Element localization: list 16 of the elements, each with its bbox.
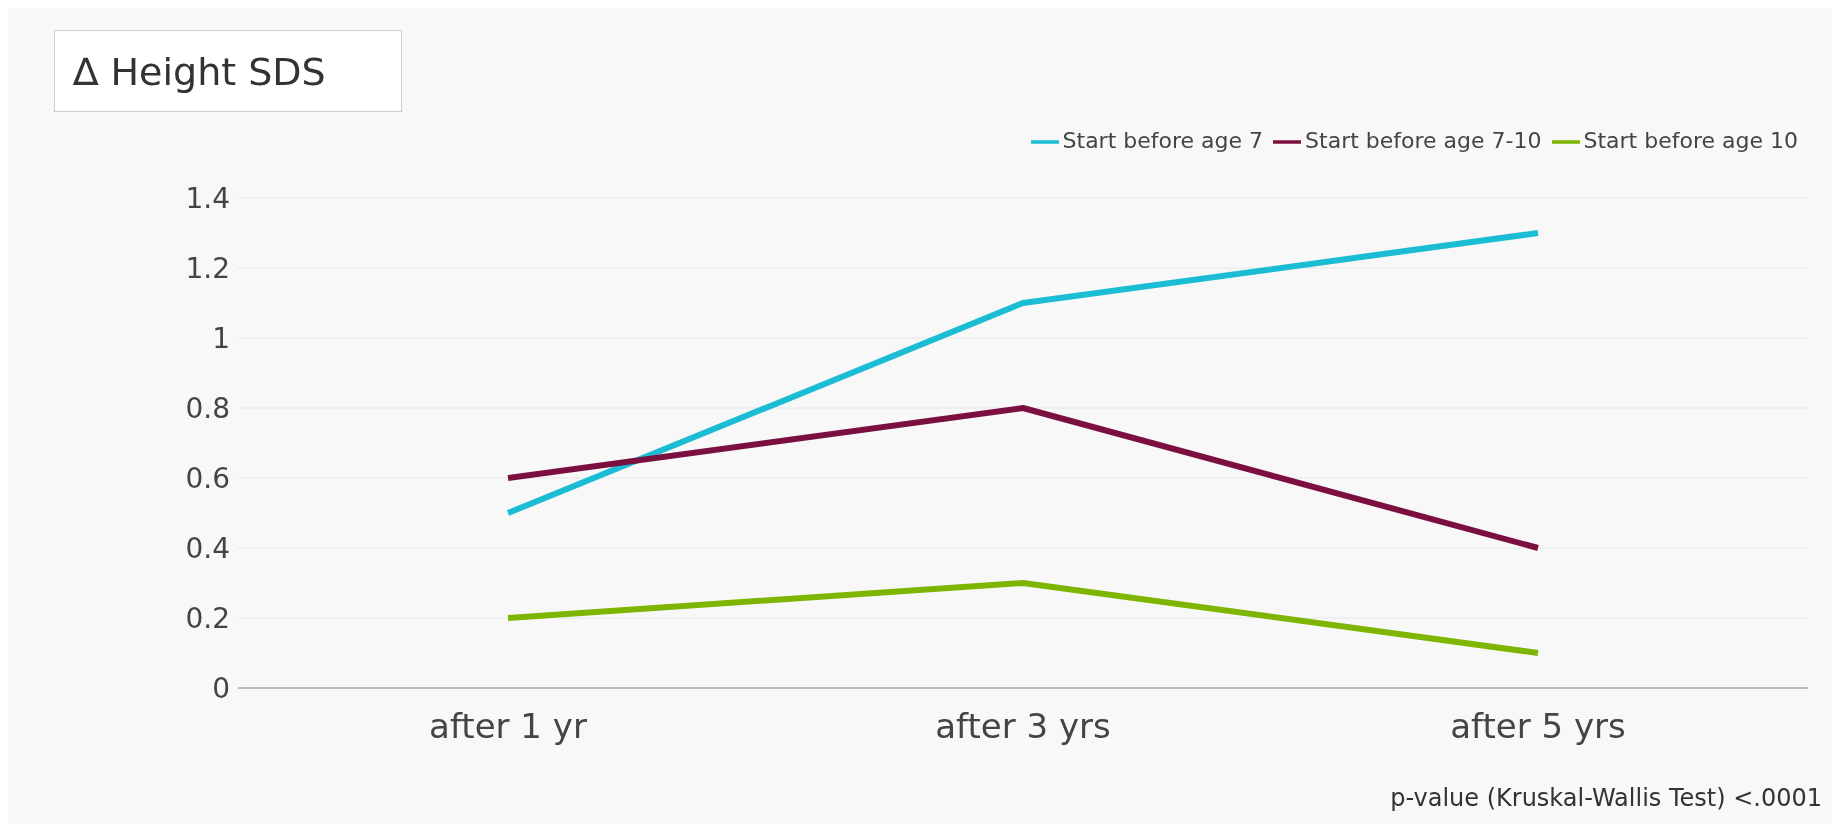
y-tick-label: 1 bbox=[212, 321, 230, 355]
x-tick-label: after 5 yrs bbox=[1450, 706, 1626, 747]
legend-label: Start before age 10 bbox=[1583, 128, 1798, 153]
y-tick-label: 0.4 bbox=[185, 531, 230, 565]
x-tick-label: after 1 yr bbox=[429, 706, 587, 747]
legend-label: Start before age 7 bbox=[1062, 128, 1264, 153]
y-tick-label: 0.2 bbox=[185, 601, 230, 635]
y-tick-label: 0 bbox=[212, 671, 230, 705]
y-tick-label: 0.8 bbox=[185, 391, 230, 425]
x-tick-label: after 3 yrs bbox=[935, 706, 1111, 747]
text: p-value (Kruskal-Wallis Test) <.0001 bbox=[1390, 784, 1822, 812]
y-tick-label: 1.4 bbox=[185, 181, 230, 215]
chart-title: ∆ Height SDS bbox=[54, 30, 402, 112]
legend-label: Start before age 7-10 bbox=[1305, 128, 1542, 153]
y-tick-label: 1.2 bbox=[185, 251, 230, 285]
y-tick-label: 0.6 bbox=[185, 461, 230, 495]
